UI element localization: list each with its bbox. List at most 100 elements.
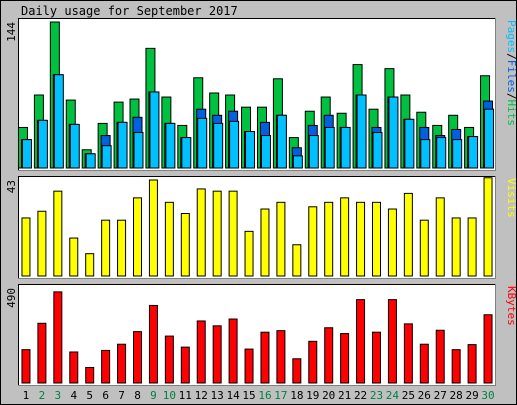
pages-bar-day-20	[324, 126, 335, 169]
x-tick-label-day-1: 1	[23, 389, 30, 402]
pages-bar-day-1	[21, 139, 32, 169]
kbytes-bar-day-11	[180, 346, 190, 384]
x-tick-label-day-30: 30	[481, 389, 494, 402]
pages-bar-day-23	[372, 132, 383, 169]
kbytes-bar-day-27	[435, 329, 445, 384]
kbytes-bar-day-8	[133, 331, 142, 384]
legend-entry-3: /	[505, 93, 517, 100]
kbytes-bar-day-3	[53, 291, 63, 384]
legend-entry-4: Hits	[505, 100, 517, 127]
legend-entry-0: Visits	[505, 178, 517, 218]
pages-bar-day-8	[133, 132, 144, 169]
y-axis-max-label: 144	[5, 22, 18, 42]
pages-bar-day-7	[117, 121, 128, 169]
x-tick-label-day-9: 9	[150, 389, 157, 402]
legend-entry-2: Files	[505, 60, 517, 93]
pages-bar-day-30	[484, 108, 495, 169]
pages-bar-day-6	[101, 145, 112, 169]
kbytes-bar-day-14	[228, 318, 238, 384]
x-tick-label-day-17: 17	[274, 389, 287, 402]
pages-bar-day-10	[165, 122, 176, 169]
x-tick-label-day-5: 5	[86, 389, 93, 402]
x-tick-label-day-15: 15	[242, 389, 255, 402]
visits-bar-day-21	[340, 197, 350, 277]
legend-entry-1: /	[505, 53, 517, 60]
kbytes-bar-day-21	[340, 333, 350, 384]
pages-bar-day-16	[260, 135, 271, 169]
visits-bar-day-4	[69, 237, 79, 277]
panel-legend: KBytes	[505, 286, 517, 326]
visits-bar-day-18	[292, 244, 302, 277]
kbytes-bar-day-18	[292, 358, 302, 384]
visits-bar-day-12	[196, 188, 206, 277]
kbytes-bar-day-22	[356, 299, 366, 384]
kbytes-bar-day-16	[260, 331, 270, 384]
kbytes-bar-day-9	[148, 304, 158, 384]
x-tick-label-day-8: 8	[134, 389, 141, 402]
kbytes-bar-day-5	[85, 366, 95, 384]
x-tick-label-day-28: 28	[450, 389, 463, 402]
x-tick-label-day-12: 12	[195, 389, 208, 402]
kbytes-bar-day-26	[419, 343, 429, 384]
visits-bar-day-2	[37, 210, 47, 277]
x-tick-label-day-26: 26	[418, 389, 431, 402]
x-tick-label-day-19: 19	[306, 389, 319, 402]
x-tick-label-day-14: 14	[226, 389, 240, 402]
visits-bar-day-16	[260, 208, 270, 277]
pages-bar-day-24	[388, 96, 399, 169]
visits-bar-day-22	[356, 201, 366, 277]
kbytes-bar-day-4	[69, 351, 79, 384]
visits-bar-day-14	[228, 190, 238, 277]
pages-bar-day-21	[340, 126, 351, 169]
pages-bar-day-12	[197, 117, 208, 169]
kbytes-bar-day-24	[387, 299, 397, 384]
panel-background	[18, 176, 496, 279]
pages-bar-day-27	[436, 137, 447, 169]
visits-bar-day-11	[180, 212, 190, 277]
visits-bar-day-19	[308, 206, 318, 277]
x-tick-label-day-2: 2	[39, 389, 46, 402]
visits-bar-day-17	[276, 201, 286, 277]
kbytes-bar-day-2	[37, 322, 47, 384]
x-tick-label-day-3: 3	[55, 389, 62, 402]
x-tick-label-day-13: 13	[211, 389, 224, 402]
x-tick-label-day-7: 7	[118, 389, 125, 402]
visits-bar-day-29	[467, 217, 477, 277]
panel-visits: 43 Visits	[5, 176, 517, 279]
visits-bar-day-7	[117, 219, 127, 277]
visits-bar-day-27	[435, 197, 445, 277]
kbytes-bar-day-30	[483, 314, 493, 384]
visits-bar-day-23	[372, 201, 381, 277]
panel-background	[18, 284, 496, 386]
panel-legend: Visits	[505, 178, 517, 218]
panel-legend: Pages/Files/Hits	[505, 20, 517, 126]
x-tick-label-day-29: 29	[465, 389, 478, 402]
visits-bar-day-20	[324, 201, 334, 277]
kbytes-bar-day-15	[244, 348, 254, 384]
pages-bar-day-17	[276, 114, 287, 169]
kbytes-bar-day-25	[403, 323, 413, 384]
pages-bar-day-18	[292, 155, 303, 169]
pages-bar-day-3	[53, 74, 64, 169]
kbytes-bar-day-12	[196, 320, 206, 384]
x-tick-label-day-23: 23	[370, 389, 383, 402]
panel-hits-files-pages: 144 Pages/Files/Hits	[5, 18, 517, 171]
visits-bar-day-5	[85, 253, 95, 277]
kbytes-bar-day-20	[324, 327, 334, 384]
pages-bar-day-11	[181, 137, 192, 169]
panel-kbytes: 490 KBytes	[5, 284, 517, 386]
visits-bar-day-3	[53, 190, 63, 277]
chart-title: Daily usage for September 2017	[21, 4, 238, 18]
x-tick-label-day-11: 11	[179, 389, 192, 402]
pages-bar-day-29	[468, 136, 479, 169]
kbytes-bar-day-23	[372, 331, 381, 384]
visits-bar-day-13	[212, 190, 222, 277]
pages-bar-day-28	[452, 139, 463, 169]
visits-bar-day-28	[451, 217, 461, 277]
visits-bar-day-6	[101, 219, 111, 277]
visits-bar-day-8	[133, 197, 142, 277]
pages-bar-day-15	[245, 131, 256, 169]
pages-bar-day-5	[85, 153, 96, 169]
pages-bar-day-26	[420, 139, 431, 169]
